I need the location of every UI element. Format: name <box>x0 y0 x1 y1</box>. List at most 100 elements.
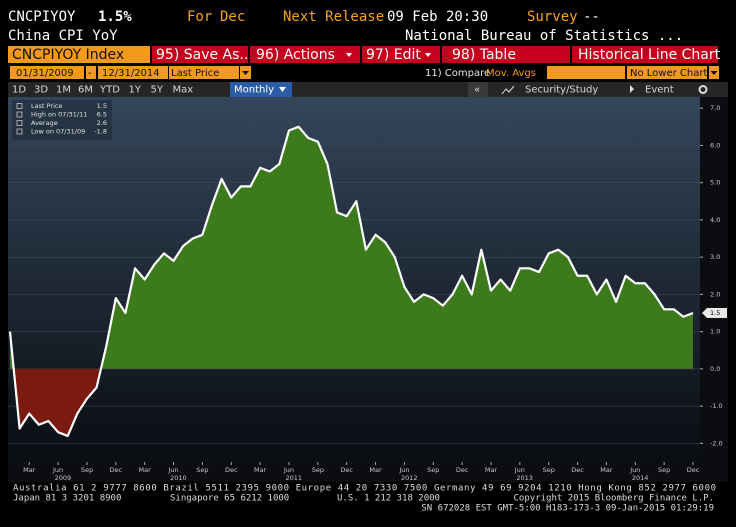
dropdown-arrow <box>242 71 249 75</box>
legend-value: 1.5 <box>97 102 107 110</box>
compare-field[interactable] <box>547 66 625 79</box>
x-tick-label: Jun <box>629 466 640 474</box>
source: National Bureau of Statistics ... <box>405 28 683 44</box>
footer-text: Copyright 2015 Bloomberg Finance L.P. <box>514 494 714 504</box>
security-field[interactable] <box>8 46 150 63</box>
x-tick-label: Dec <box>110 466 123 474</box>
period-button[interactable]: 3D <box>34 85 48 96</box>
line <box>8 125 694 438</box>
y-tick-label: 0.0 <box>710 365 720 373</box>
end-date: 12/31/2014 <box>102 68 160 79</box>
collapse-button[interactable] <box>468 82 488 97</box>
footer-line: Australia 61 2 9777 8600 Brazil 5511 239… <box>13 484 716 494</box>
ticker: CNCPIYOY <box>8 9 76 25</box>
frequency: Monthly <box>234 85 274 96</box>
x-tick-label: Mar <box>139 466 152 474</box>
year-label: 2009 <box>55 474 72 482</box>
for-value: Dec <box>220 9 245 25</box>
x-tick-label: Sep <box>196 466 208 474</box>
period-button[interactable]: Max <box>173 85 194 96</box>
legend-value: -1.8 <box>94 128 107 136</box>
year-label: 2011 <box>286 474 303 482</box>
y-tick-label: 2.0 <box>710 290 720 298</box>
button-save[interactable] <box>152 46 248 63</box>
x-tick-label: Jun <box>52 466 63 474</box>
settings-icon[interactable] <box>698 85 708 94</box>
x-tick-label: Jun <box>514 466 525 474</box>
x-tick-label: Dec <box>687 466 700 474</box>
next-release-value: 09 Feb 20:30 <box>387 9 488 25</box>
button-edit[interactable] <box>362 46 440 63</box>
event-icon <box>630 85 634 93</box>
period-button[interactable]: 6M <box>78 85 93 96</box>
legend-icon <box>16 128 23 135</box>
frequency-select[interactable] <box>230 82 292 97</box>
x-tick-label: Dec <box>456 466 469 474</box>
period-button[interactable]: 5Y <box>151 85 164 96</box>
x-tick-label: Mar <box>600 466 613 474</box>
x-tick-label: Sep <box>427 466 439 474</box>
security-field-text: CNCPIYOY Index <box>12 47 124 63</box>
y-tick-label: 1.0 <box>710 328 720 336</box>
legend-label: Last Price <box>31 102 62 110</box>
year-label: 2013 <box>516 474 533 482</box>
x-tick-label: Mar <box>23 466 36 474</box>
study-icon <box>501 85 515 95</box>
period-button[interactable]: 1Y <box>129 85 142 96</box>
x-axis-strip <box>8 462 728 482</box>
area-negative <box>10 368 693 436</box>
for-label: For <box>187 9 212 25</box>
x-tick-label: Jun <box>398 466 409 474</box>
legend-icon <box>16 111 23 118</box>
date-separator: - <box>88 68 92 79</box>
footer-text: Singapore 65 6212 1000 <box>170 494 289 504</box>
y-tick-label: -2.0 <box>710 439 723 447</box>
security-name: China CPI YoY <box>8 28 118 44</box>
y-tick-label: 7.0 <box>710 104 720 112</box>
end-date-field[interactable] <box>98 66 168 79</box>
x-tick-label: Sep <box>312 466 324 474</box>
start-date-field[interactable] <box>10 66 84 79</box>
y-tick-label: 5.0 <box>710 179 720 187</box>
field-name: Last Price <box>171 68 219 79</box>
button-label: 96) Actions <box>256 47 335 63</box>
legend-label: Average <box>31 119 58 127</box>
compare-value[interactable]: Mov. Avgs <box>486 68 536 79</box>
y-axis-strip <box>700 97 728 462</box>
start-date: 01/31/2009 <box>16 68 74 79</box>
x-tick-label: Jun <box>167 466 178 474</box>
legend-icon <box>16 103 23 109</box>
x-tick-label: Jun <box>283 466 294 474</box>
dropdown-arrow <box>346 53 352 57</box>
button-actions[interactable] <box>250 46 360 63</box>
period-button[interactable]: YTD <box>99 85 120 96</box>
separator-field <box>86 66 96 79</box>
event[interactable]: Event <box>645 85 674 96</box>
legend-value: 2.6 <box>97 119 107 127</box>
period-button[interactable]: 1M <box>56 85 71 96</box>
button-label: 98) Table <box>452 47 516 63</box>
chart-type-label: Historical Line Chart <box>578 47 721 63</box>
field-select[interactable] <box>169 66 239 79</box>
footer-line: SN 672028 EST GMT-5:00 H183-173-3 09-Jan… <box>421 504 714 514</box>
dropdown-arrow <box>710 71 718 75</box>
period-bar <box>8 82 728 97</box>
study[interactable]: Security/Study <box>525 85 598 96</box>
legend-label: Low on 07/31/09 <box>31 128 85 136</box>
lower-chart: No Lower Chart <box>630 68 707 79</box>
x-tick-label: Mar <box>485 466 498 474</box>
area-positive <box>10 126 693 369</box>
chart-type[interactable] <box>572 46 718 63</box>
period-button[interactable]: 1D <box>12 85 26 96</box>
x-tick-label: Mar <box>369 466 382 474</box>
next-release-label: Next Release <box>283 9 384 25</box>
button-label: 95) Save As... <box>156 47 253 63</box>
collapse: « <box>474 85 480 96</box>
y-tick-label: 6.0 <box>710 141 720 149</box>
lower-chart-field[interactable] <box>627 66 707 79</box>
x-tick-label: Dec <box>571 466 584 474</box>
year-label: 2012 <box>401 474 418 482</box>
button-table[interactable] <box>442 46 570 63</box>
button-label: 97) Edit <box>366 47 421 63</box>
